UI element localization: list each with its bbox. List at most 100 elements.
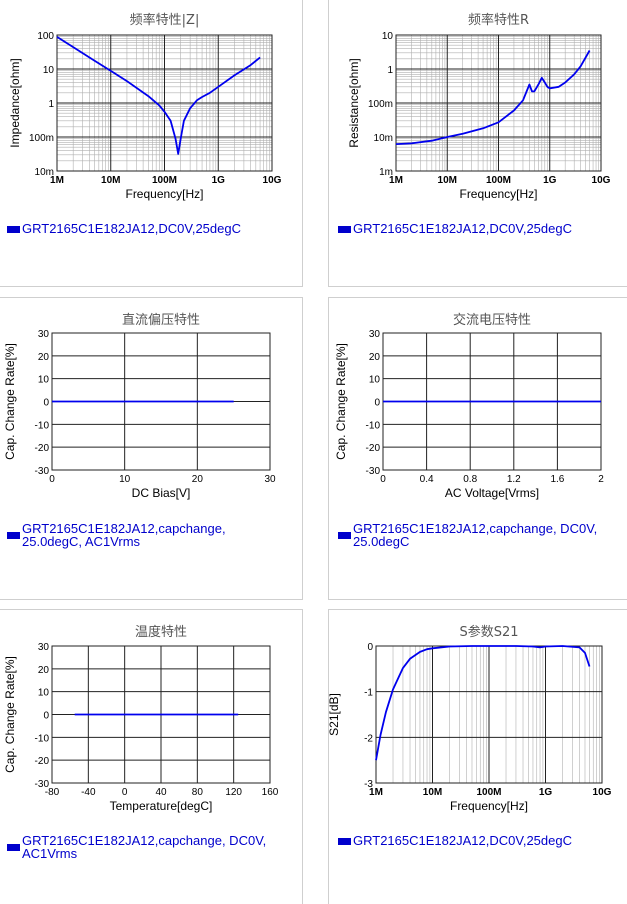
- legend-line: 25.0degC: [353, 534, 410, 549]
- legend-c3: GRT2165C1E182JA12,capchange, 25.0degC, AC…: [7, 522, 226, 548]
- y-tick-label: -20: [35, 443, 50, 454]
- legend-label: GRT2165C1E182JA12,DC0V,25degC: [353, 221, 572, 236]
- x-tick-label: 1G: [212, 175, 226, 186]
- y-tick-label: -10: [35, 420, 50, 431]
- x-tick-label: 160: [262, 787, 279, 798]
- y-tick-label: -30: [366, 466, 381, 477]
- y-tick-label: -30: [35, 466, 50, 477]
- y-tick-label: 10: [369, 375, 381, 386]
- x-tick-label: 1M: [389, 175, 403, 186]
- panel-divider: [328, 297, 627, 298]
- legend-swatch: [338, 838, 351, 845]
- legend-c4: GRT2165C1E182JA12,capchange, DC0V, 25.0de…: [338, 522, 597, 548]
- panel-divider: [328, 609, 329, 904]
- series-line: [375, 645, 591, 761]
- legend-label: GRT2165C1E182JA12,capchange, 25.0degC, AC…: [22, 522, 226, 548]
- x-tick-label: 0: [122, 787, 128, 798]
- x-tick-label: 1.2: [507, 474, 521, 485]
- y-tick-label: -20: [366, 443, 381, 454]
- x-axis-label: AC Voltage[Vrms]: [445, 486, 539, 500]
- x-tick-label: 20: [192, 474, 204, 485]
- y-tick-label: 1: [387, 65, 393, 76]
- legend-label: GRT2165C1E182JA12,capchange, DC0V, AC1Vrm…: [22, 834, 266, 860]
- x-tick-label: 100M: [486, 175, 511, 186]
- chart-title: 直流偏压特性: [122, 313, 200, 328]
- x-tick-label: 10M: [438, 175, 457, 186]
- legend-swatch: [7, 226, 20, 233]
- panel-divider: [0, 286, 303, 287]
- plot-frame: [51, 645, 271, 784]
- chart-title: 频率特性|Z|: [130, 12, 200, 28]
- legend-swatch: [7, 844, 20, 851]
- y-tick-label: 10: [382, 31, 394, 42]
- panel-divider: [328, 0, 329, 286]
- y-tick-label: 20: [38, 352, 50, 363]
- y-axis-label: Resistance[ohm]: [347, 58, 361, 147]
- panel-divider: [328, 297, 329, 600]
- x-tick-label: 1M: [50, 175, 64, 186]
- y-tick-label: 0: [43, 711, 49, 722]
- legend-c1: GRT2165C1E182JA12,DC0V,25degC: [7, 222, 241, 235]
- x-tick-label: 100M: [476, 787, 501, 798]
- y-tick-label: 10: [38, 375, 50, 386]
- x-tick-label: 1M: [369, 787, 383, 798]
- x-axis-label: Temperature[degC]: [110, 799, 213, 813]
- legend-c5: GRT2165C1E182JA12,capchange, DC0V, AC1Vrm…: [7, 834, 266, 860]
- series-line: [56, 36, 261, 155]
- x-tick-label: 10G: [263, 175, 282, 186]
- legend-c6: GRT2165C1E182JA12,DC0V,25degC: [338, 834, 572, 847]
- x-tick-label: 30: [264, 474, 276, 485]
- x-axis-label: Frequency[Hz]: [450, 799, 528, 813]
- y-tick-label: 30: [369, 329, 381, 340]
- panel-divider: [0, 609, 303, 610]
- y-tick-label: 100m: [368, 99, 393, 110]
- x-tick-label: 10M: [423, 787, 442, 798]
- y-tick-label: 10m: [35, 167, 54, 178]
- legend-c2: GRT2165C1E182JA12,DC0V,25degC: [338, 222, 572, 235]
- y-tick-label: 30: [38, 329, 50, 340]
- y-tick-label: -10: [366, 420, 381, 431]
- panel-divider: [328, 286, 627, 287]
- y-tick-label: 100: [37, 31, 54, 42]
- x-tick-label: 80: [192, 787, 204, 798]
- x-tick-label: 1G: [539, 787, 553, 798]
- x-axis-label: Frequency[Hz]: [459, 187, 537, 201]
- x-tick-label: 40: [155, 787, 167, 798]
- x-tick-label: 10G: [592, 175, 611, 186]
- y-tick-label: 1: [48, 99, 54, 110]
- panel-divider: [0, 599, 303, 600]
- x-tick-label: 10: [119, 474, 131, 485]
- x-tick-label: 100M: [152, 175, 177, 186]
- y-tick-label: 1m: [379, 167, 393, 178]
- chart-title: S参数S21: [459, 624, 518, 640]
- x-tick-label: 1G: [543, 175, 557, 186]
- legend-label: GRT2165C1E182JA12,DC0V,25degC: [353, 833, 572, 848]
- x-tick-label: -40: [81, 787, 96, 798]
- y-tick-label: -2: [364, 733, 373, 744]
- x-tick-label: 10M: [101, 175, 120, 186]
- y-tick-label: -3: [364, 779, 373, 790]
- y-axis-label: Cap. Change Rate[%]: [334, 343, 348, 460]
- chart-title: 频率特性R: [468, 12, 529, 28]
- x-tick-label: 120: [225, 787, 242, 798]
- y-tick-label: 100m: [29, 133, 54, 144]
- panel-divider: [0, 297, 303, 298]
- legend-swatch: [338, 226, 351, 233]
- y-tick-label: 20: [38, 665, 50, 676]
- y-tick-label: 0: [43, 398, 49, 409]
- legend-label: GRT2165C1E182JA12,DC0V,25degC: [22, 221, 241, 236]
- y-axis-label: Cap. Change Rate[%]: [3, 656, 17, 773]
- legend-swatch: [7, 532, 20, 539]
- y-axis-label: S21[dB]: [327, 693, 341, 736]
- x-tick-label: 2: [598, 474, 604, 485]
- y-axis-label: Cap. Change Rate[%]: [3, 343, 17, 460]
- y-tick-label: -30: [35, 779, 50, 790]
- y-tick-label: 0: [374, 398, 380, 409]
- x-tick-label: 0: [380, 474, 386, 485]
- legend-line: 25.0degC, AC1Vrms: [22, 534, 141, 549]
- y-tick-label: 20: [369, 352, 381, 363]
- panel-divider: [302, 609, 303, 904]
- y-tick-label: 10m: [374, 133, 393, 144]
- legend-swatch: [338, 532, 351, 539]
- x-tick-label: 0: [49, 474, 55, 485]
